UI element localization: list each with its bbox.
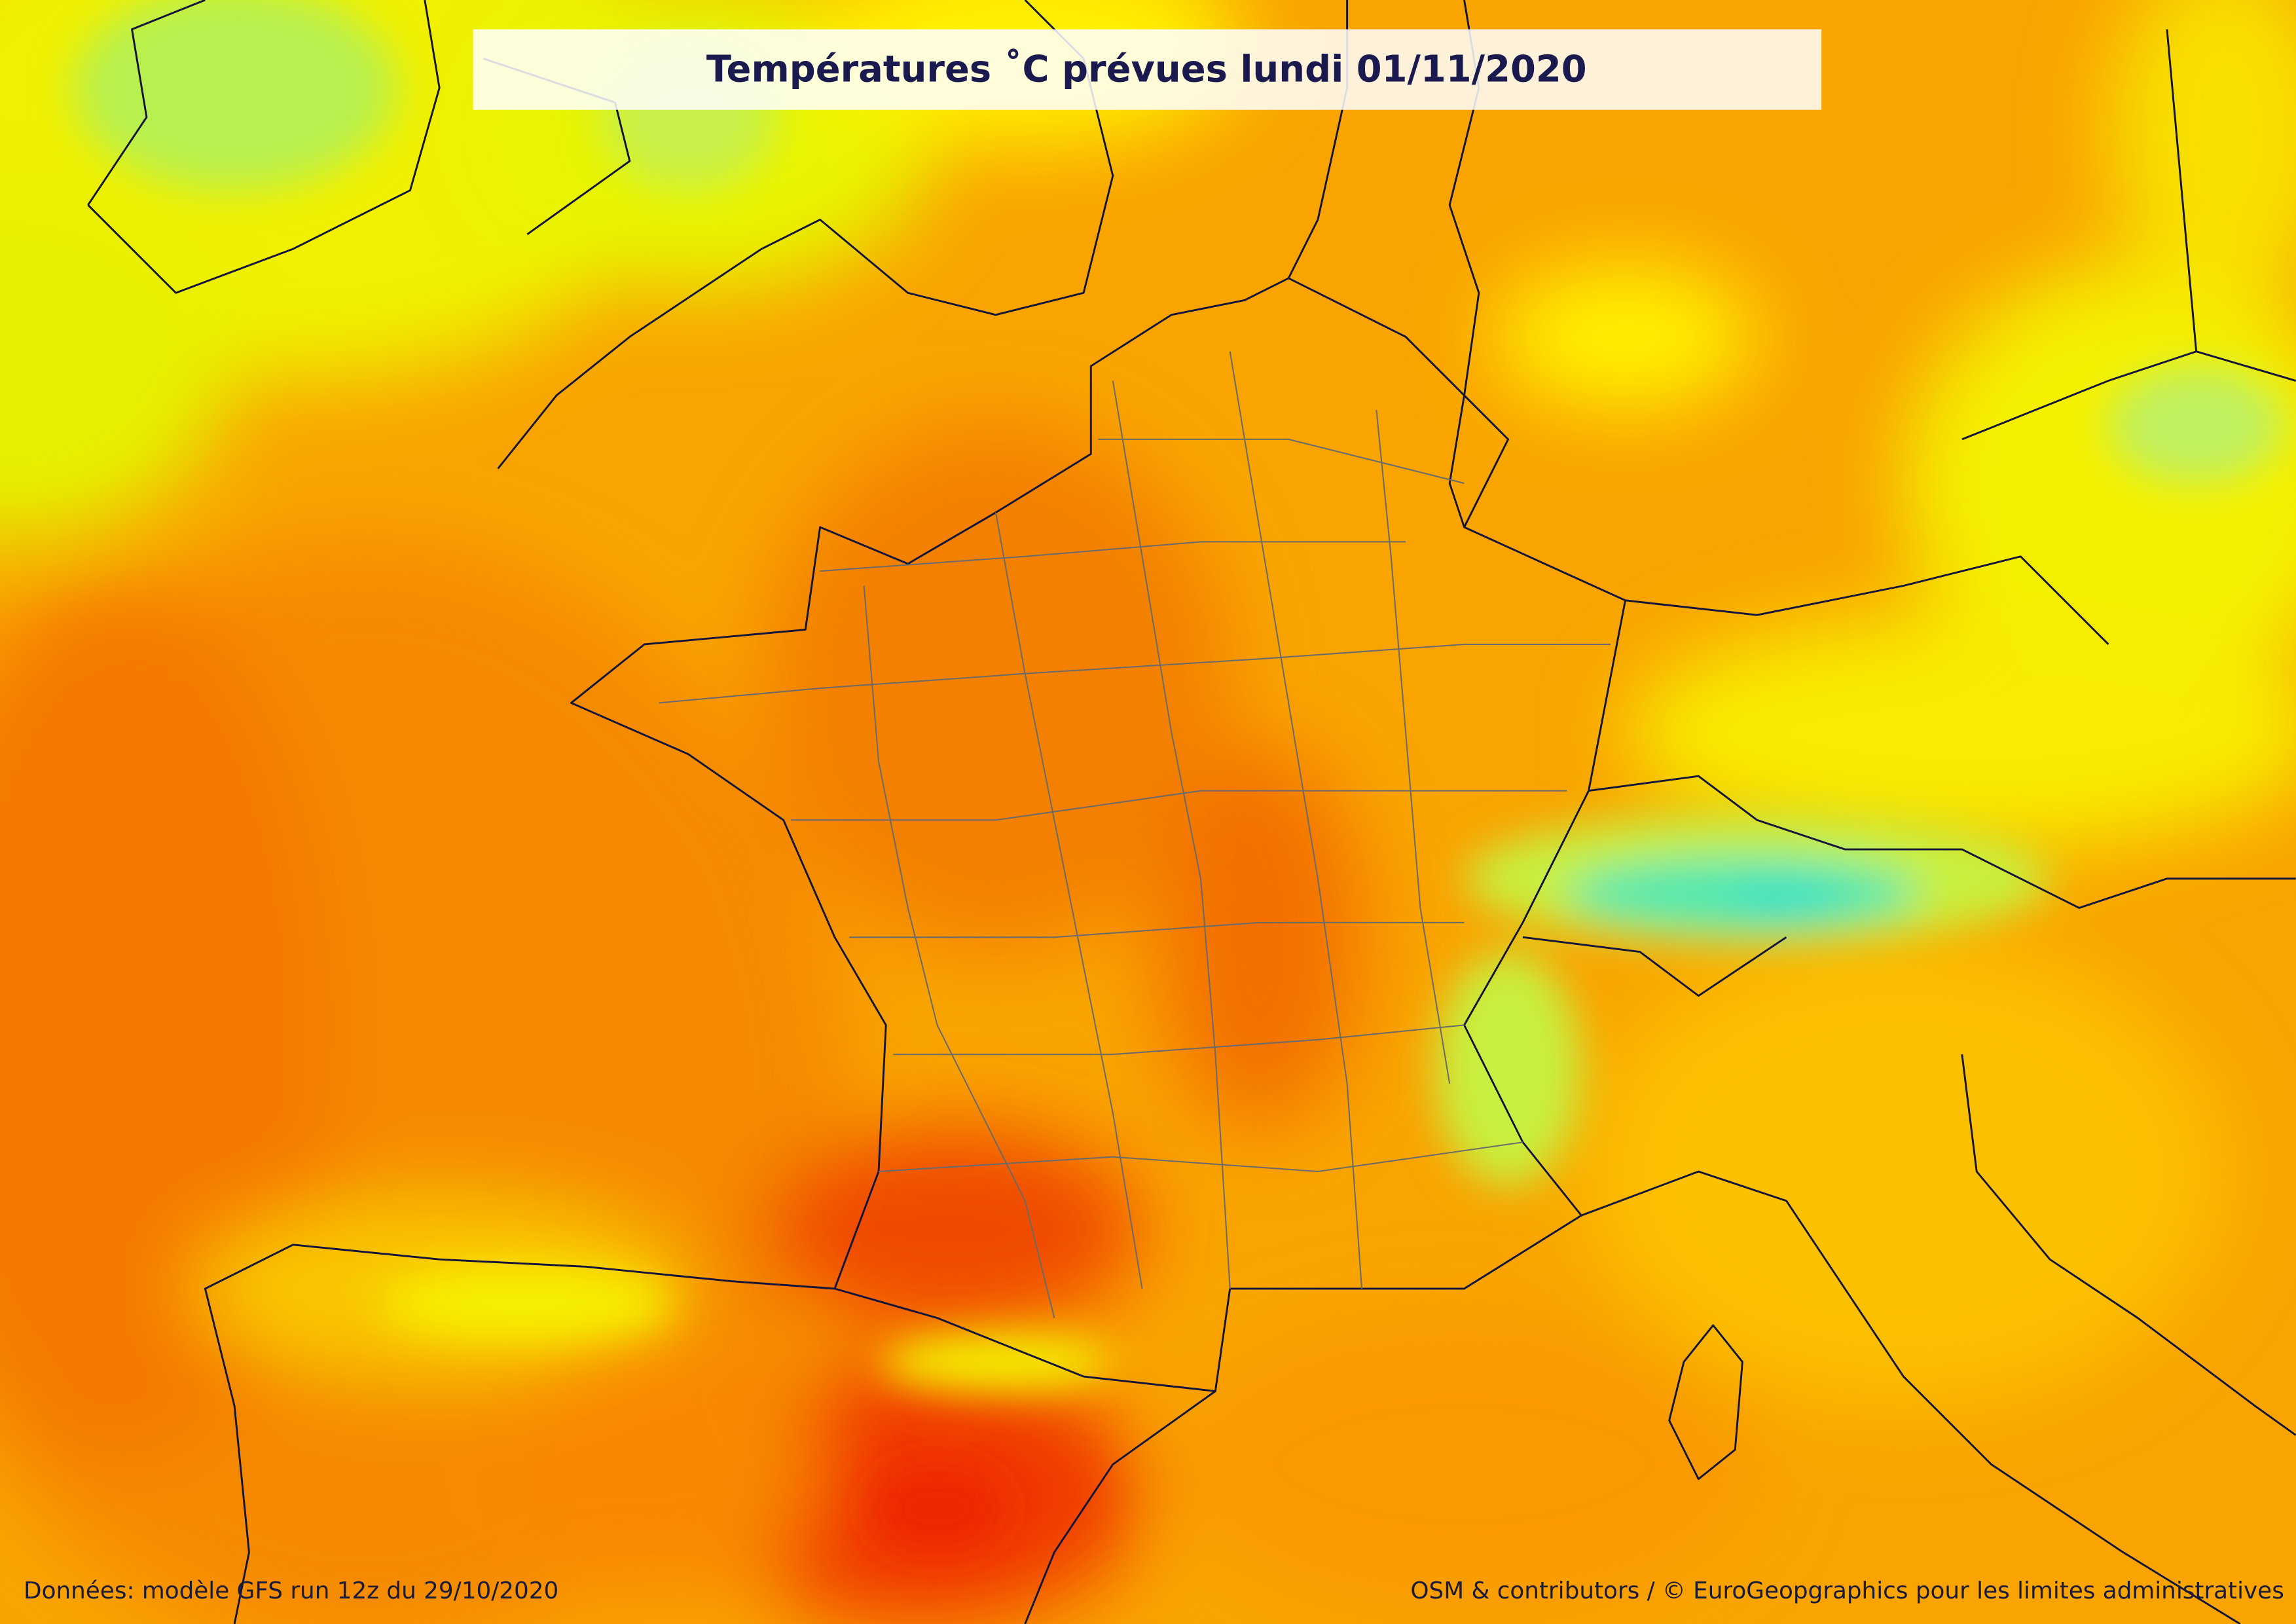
country-borders bbox=[1448, 0, 2296, 997]
credits: OSM & contributors / © EuroGeopgraphics … bbox=[1410, 1578, 2284, 1604]
corsica-coast bbox=[1668, 1324, 1743, 1481]
italy-coast bbox=[1580, 1054, 2296, 1624]
boundary-line bbox=[790, 790, 1567, 821]
iberia-coast bbox=[204, 1244, 1216, 1624]
boundary-line bbox=[893, 1024, 1465, 1056]
temperature-area bbox=[380, 1266, 674, 1340]
temperature-area bbox=[1728, 878, 1845, 923]
temperature-area bbox=[1581, 937, 2226, 1406]
boundary-line bbox=[820, 541, 1406, 572]
boundary-line bbox=[849, 921, 1465, 938]
temperature-area bbox=[2108, 0, 2296, 308]
boundary-line bbox=[863, 585, 1055, 1318]
boundary-line bbox=[1376, 410, 1451, 1084]
temperature-area bbox=[871, 1464, 1004, 1553]
temperature-area bbox=[1625, 615, 2296, 849]
data-source: Données: modèle GFS run 12z du 29/10/202… bbox=[24, 1578, 558, 1604]
temperature-area bbox=[1493, 263, 1757, 411]
boundary-line bbox=[994, 512, 1143, 1289]
boundary-line bbox=[878, 1141, 1523, 1173]
boundary-line bbox=[1112, 380, 1231, 1289]
temperature-area bbox=[1156, 747, 1362, 1128]
temperature-area bbox=[879, 1332, 1113, 1392]
temperature-area bbox=[2108, 366, 2284, 483]
temperature-area bbox=[1171, 1318, 1757, 1611]
map-title: Températures ˚C prévues lundi 01/11/2020 bbox=[706, 48, 1587, 91]
ireland-coast bbox=[87, 0, 441, 294]
temperature-area bbox=[498, 1332, 820, 1596]
boundary-line bbox=[659, 643, 1611, 704]
temperature-area bbox=[761, 424, 1230, 952]
boundary-line bbox=[1098, 438, 1465, 484]
temperature-area bbox=[73, 0, 395, 191]
temperature-area bbox=[0, 190, 234, 542]
admin-boundaries bbox=[659, 351, 1611, 1318]
coastlines bbox=[87, 0, 2296, 1624]
title-box bbox=[473, 29, 1822, 110]
france-border bbox=[570, 277, 1626, 1392]
temperature-area bbox=[761, 1127, 1142, 1333]
